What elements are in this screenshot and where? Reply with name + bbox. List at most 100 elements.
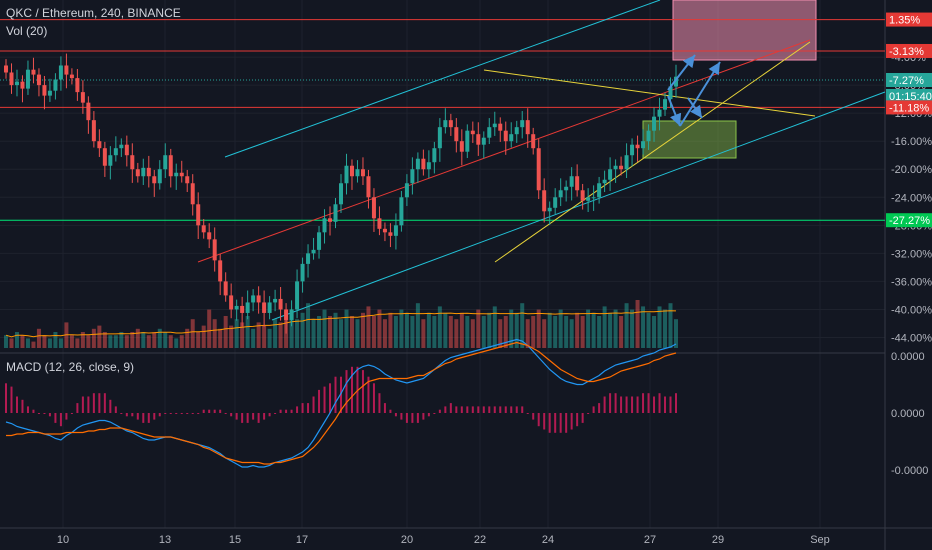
candle-body bbox=[328, 218, 333, 222]
candle-body bbox=[75, 78, 80, 93]
candle-body bbox=[415, 158, 420, 170]
macd-histogram-bar bbox=[268, 413, 271, 417]
candle-body bbox=[476, 134, 481, 145]
macd-histogram-bar bbox=[301, 403, 304, 413]
volume-bar bbox=[152, 332, 157, 348]
macd-histogram-bar bbox=[21, 399, 24, 413]
volume-bar bbox=[311, 319, 316, 348]
candle-body bbox=[256, 295, 261, 303]
candle-body bbox=[53, 79, 58, 91]
channel-upper bbox=[224, 0, 661, 158]
candle-body bbox=[674, 76, 678, 87]
macd-histogram-bar bbox=[312, 396, 315, 413]
macd-histogram-bar bbox=[433, 413, 436, 414]
candle-body bbox=[31, 69, 36, 75]
candle-body bbox=[454, 127, 459, 142]
macd-histogram-bar bbox=[109, 399, 112, 413]
candlesticks bbox=[4, 53, 678, 334]
volume-bar bbox=[113, 335, 118, 348]
macd-histogram-bar bbox=[59, 413, 62, 427]
candle-body bbox=[174, 172, 179, 177]
candle-body bbox=[624, 155, 629, 170]
macd-histogram-bar bbox=[620, 396, 623, 413]
volume-bar bbox=[569, 319, 574, 348]
price-badge-label: -3.13% bbox=[889, 46, 924, 58]
price-tick-label: -20.00% bbox=[891, 164, 932, 176]
volume-bar bbox=[531, 316, 536, 348]
macd-histogram-bar bbox=[405, 413, 408, 423]
volume-bar bbox=[185, 328, 190, 348]
candle-body bbox=[58, 65, 63, 80]
volume-bar bbox=[487, 312, 492, 348]
macd-label[interactable]: MACD (12, 26, close, 9) bbox=[6, 360, 135, 374]
macd-histogram-bar bbox=[526, 413, 529, 414]
price-tick-label: -24.00% bbox=[891, 192, 932, 204]
macd-histogram-bar bbox=[290, 409, 293, 413]
volume-bar bbox=[190, 319, 195, 348]
candle-body bbox=[608, 169, 613, 180]
macd-histogram-bar bbox=[383, 403, 386, 413]
macd-histogram-bar bbox=[394, 413, 397, 417]
symbol-title[interactable]: QKC / Ethereum, 240, BINANCE bbox=[6, 6, 181, 20]
volume-bar bbox=[168, 335, 173, 348]
candle-body bbox=[586, 197, 591, 201]
projection-arrows bbox=[667, 54, 721, 127]
macd-histogram-bar bbox=[257, 413, 260, 423]
candle-body bbox=[371, 197, 376, 219]
candle-body bbox=[492, 123, 497, 128]
candle-body bbox=[377, 218, 382, 229]
candle-body bbox=[426, 162, 431, 170]
volume-bar bbox=[119, 332, 124, 348]
macd-tick-label: 0.0000 bbox=[891, 351, 925, 363]
candle-body bbox=[240, 305, 245, 313]
macd-histogram-bar bbox=[219, 409, 222, 413]
volume-bars bbox=[4, 300, 678, 348]
candle-body bbox=[212, 239, 217, 261]
volume-bar bbox=[53, 332, 58, 348]
volume-bar bbox=[608, 312, 613, 348]
volume-label[interactable]: Vol (20) bbox=[6, 24, 48, 38]
projection-arrow bbox=[667, 54, 696, 91]
macd-histogram-bar bbox=[411, 413, 414, 423]
macd-histogram-bar bbox=[614, 393, 617, 413]
volume-bar bbox=[591, 312, 596, 348]
macd-histogram-bar bbox=[537, 413, 540, 427]
macd-histogram-bar bbox=[202, 409, 205, 413]
volume-bar bbox=[382, 319, 387, 348]
volume-bar bbox=[393, 316, 398, 348]
macd-histogram-bar bbox=[252, 413, 255, 420]
price-badge-label: 01:15:40 bbox=[889, 91, 932, 103]
macd-histogram-bar bbox=[180, 413, 183, 414]
macd-histogram-bar bbox=[664, 396, 667, 413]
macd-histogram-bar bbox=[675, 393, 677, 413]
macd-histogram-bar bbox=[543, 413, 546, 430]
macd-histogram-bar bbox=[554, 413, 557, 433]
candle-body bbox=[498, 123, 503, 131]
candle-body bbox=[201, 225, 206, 233]
macd-histogram-bar bbox=[521, 406, 524, 413]
candle-body bbox=[102, 148, 107, 166]
volume-bar bbox=[36, 328, 41, 348]
volume-bar bbox=[613, 309, 618, 348]
macd-histogram-bar bbox=[367, 376, 370, 413]
volume-bar bbox=[229, 325, 234, 348]
macd-histogram-bar bbox=[103, 393, 106, 413]
volume-bar bbox=[514, 312, 519, 348]
volume-bar bbox=[135, 328, 140, 348]
volume-bar bbox=[465, 316, 470, 348]
candle-body bbox=[580, 190, 585, 201]
candle-body bbox=[157, 169, 162, 184]
candle-body bbox=[113, 148, 118, 156]
time-tick-label: 15 bbox=[229, 534, 241, 546]
candle-body bbox=[470, 130, 475, 135]
volume-bar bbox=[547, 312, 552, 348]
candle-body bbox=[196, 204, 201, 226]
time-tick-label: 24 bbox=[542, 534, 554, 546]
price-badge bbox=[886, 43, 932, 58]
candle-body bbox=[130, 155, 135, 170]
macd-histogram-bar bbox=[10, 386, 13, 413]
volume-bar bbox=[344, 309, 349, 348]
price-badge bbox=[886, 12, 932, 27]
macd-histogram-bar bbox=[92, 393, 95, 413]
